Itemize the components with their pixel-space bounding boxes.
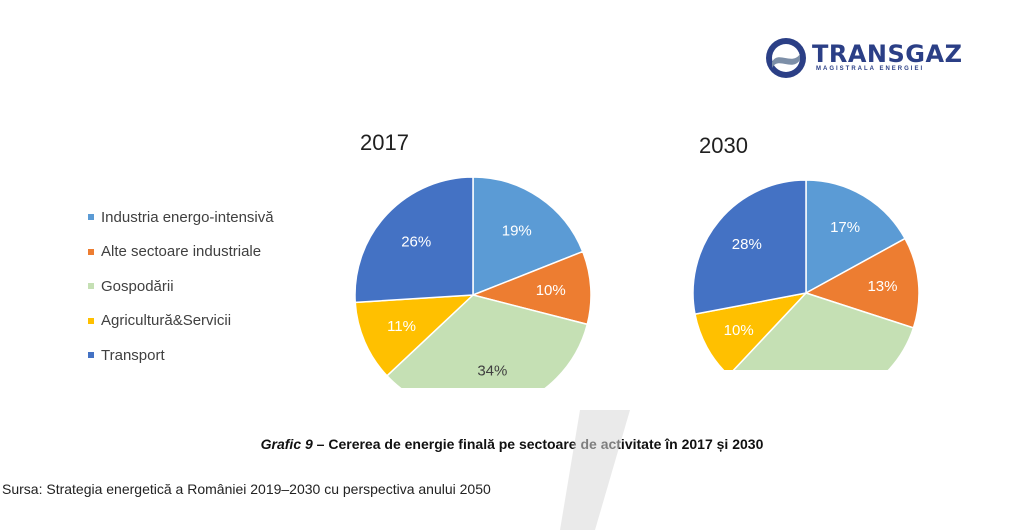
legend-label: Transport xyxy=(101,346,165,364)
pie-slice-industria xyxy=(472,176,584,297)
pie-slice-industria xyxy=(805,179,907,295)
pie-data-label: 28% xyxy=(732,236,762,253)
pie-data-label: 34% xyxy=(477,362,507,379)
logo-tagline: MAGISTRALA ENERGIEI xyxy=(816,66,925,72)
pie-title-2017: 2017 xyxy=(360,130,409,155)
pie-slice-gospodarii xyxy=(385,294,589,388)
pie-data-label: 10% xyxy=(536,282,566,299)
legend-label: Alte sectoare industriale xyxy=(101,243,262,261)
pie-slice-transport xyxy=(692,179,807,316)
legend-item: Alte sectoare industriale xyxy=(88,235,274,270)
legend-label: Industria energo-intensivă xyxy=(101,208,274,226)
legend-swatch xyxy=(88,283,94,290)
pie-data-label: 11% xyxy=(387,318,416,335)
source-note: Sursa: Strategia energetică a României 2… xyxy=(2,481,491,497)
legend-label: Agricultură&Servicii xyxy=(101,312,232,330)
legend-swatch xyxy=(88,352,94,359)
pie-slice-agricultura xyxy=(694,291,809,370)
legend-item: Agricultură&Servicii xyxy=(88,304,274,339)
transgaz-logo-icon xyxy=(766,38,806,78)
pie-data-label: 17% xyxy=(830,219,860,236)
logo-name: TRANSGAZ xyxy=(812,40,963,68)
pie-data-label: 10% xyxy=(724,322,754,339)
legend-label: Gospodării xyxy=(101,277,174,295)
pie-chart-2017: 19% 10% 34% 11% 26% xyxy=(354,176,592,388)
caption-prefix: Grafic 9 xyxy=(260,436,313,452)
pie-slice-alte-sectoare xyxy=(470,250,592,326)
watermark-shape xyxy=(560,410,630,530)
legend-item: Transport xyxy=(88,338,274,373)
pie-slice-agricultura xyxy=(354,294,476,377)
legend-swatch xyxy=(88,214,94,221)
pie-chart-2030: 17% 13% 10% 28% xyxy=(692,179,920,370)
figure-caption: Grafic 9 – Cererea de energie finală pe … xyxy=(0,436,1024,452)
pie-data-label: 19% xyxy=(502,223,532,240)
pie-slice-alte-sectoare xyxy=(804,237,920,329)
caption-text: – Cererea de energie finală pe sectoare … xyxy=(312,436,764,452)
transgaz-logo: TRANSGAZ MAGISTRALA ENERGIEI xyxy=(764,36,962,80)
pie-data-label: 13% xyxy=(867,278,897,295)
legend-item: Industria energo-intensivă xyxy=(88,200,274,235)
pie-data-label: 26% xyxy=(401,234,431,251)
chart-legend: Industria energo-intensivă Alte sectoare… xyxy=(88,200,274,373)
pie-slice-gospodarii xyxy=(732,292,915,370)
pie-title-2030: 2030 xyxy=(699,133,748,158)
legend-item: Gospodării xyxy=(88,269,274,304)
legend-swatch xyxy=(88,317,94,324)
legend-swatch xyxy=(88,248,94,255)
pie-slice-transport xyxy=(354,176,474,304)
